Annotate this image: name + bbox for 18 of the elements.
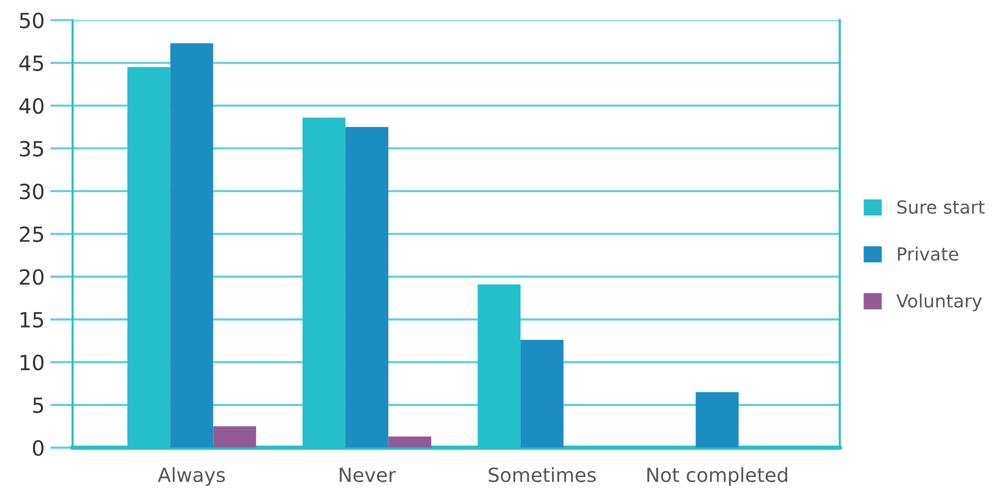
legend-label: Private (898, 246, 958, 261)
y-tick-label: 0 (32, 440, 44, 456)
x-tick-label: Always (158, 467, 225, 486)
y-tick-label: 50 (20, 12, 44, 28)
y-tick-label: 5 (33, 398, 44, 414)
legend-label: Sure start (897, 200, 985, 214)
y-tick-label: 45 (19, 56, 44, 72)
x-tick-label: Sometimes (488, 467, 596, 482)
y-tick-label: 40 (19, 98, 44, 114)
y-tick-label: 10 (20, 354, 44, 370)
y-tick-label: 35 (20, 140, 44, 157)
y-tick-label: 15 (20, 312, 44, 328)
y-tick-label: 20 (20, 269, 44, 285)
x-tick-label: Never (340, 468, 396, 482)
y-tick-label: 30 (20, 184, 44, 200)
y-tick-label: 25 (20, 226, 44, 242)
legend-label: Voluntary (896, 294, 982, 312)
x-tick-label: Not completed (647, 467, 788, 486)
